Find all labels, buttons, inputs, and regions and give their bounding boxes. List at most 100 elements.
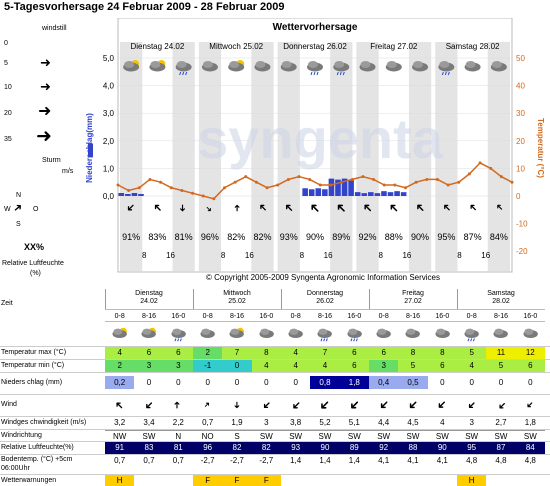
r-warn-cell xyxy=(281,475,310,486)
r-tmax-cell: 6 xyxy=(339,346,369,359)
row-label-humidity: Relative Luftfeuchte(%) xyxy=(1,444,74,451)
rain-bars xyxy=(88,143,407,196)
periods-cell: 16-0 xyxy=(251,309,281,322)
copyright: © Copyright 2005-2009 Syngenta Agronomic… xyxy=(206,273,440,282)
temp-point xyxy=(148,177,152,181)
humidity-value: 93% xyxy=(280,232,298,242)
hour-tick: 16 xyxy=(324,251,333,260)
wind-cell: ➜ xyxy=(164,394,193,416)
r-hum-cell: 90 xyxy=(427,442,457,454)
cloud-top-icon xyxy=(142,328,152,335)
r-dir-cell: NO xyxy=(193,430,223,441)
rain-bar xyxy=(368,192,374,196)
table-weather-icon xyxy=(493,328,509,339)
table-row-tmin: Temperatur min (°C) 2 3 3 -1 0 4 4 4 6 3 5 6 4 5 6 xyxy=(0,359,550,372)
row-divider xyxy=(0,454,550,455)
rain-drop-icon xyxy=(179,71,182,76)
table-day-name: Samstag xyxy=(487,290,515,297)
cloud-rain-icon xyxy=(175,61,192,76)
r-warn-cell: F xyxy=(251,475,281,486)
table-weather-icon xyxy=(523,328,538,339)
r-soil-cell: 4,1 xyxy=(436,456,448,465)
day-separator xyxy=(193,289,194,309)
temp-point xyxy=(191,191,195,195)
temp-point xyxy=(137,186,141,190)
left-tick: 1,0 xyxy=(103,164,115,173)
r-rain-cell: 0 xyxy=(498,378,504,387)
compass-w: W xyxy=(4,206,11,213)
cloud-top-icon xyxy=(289,328,299,335)
wind-arrow-icon: ➜ xyxy=(316,396,335,415)
table-day-name: Dienstag xyxy=(135,290,163,297)
day-bands xyxy=(118,42,512,272)
r-rain-cell: 0 xyxy=(205,378,210,387)
temp-point xyxy=(510,180,514,184)
r-tmax-cell: 11 xyxy=(486,346,516,359)
cloud-top-icon xyxy=(406,328,416,335)
cloud-top-icon xyxy=(436,328,446,335)
r-hum-cell: 81 xyxy=(163,442,193,454)
chart-heading: Wettervorhersage xyxy=(273,22,358,33)
r-hum-cell: 96 xyxy=(193,442,223,454)
day-label: Samstag 28.02 xyxy=(446,42,500,51)
r-soil-cell: -2,7 xyxy=(200,456,215,465)
rain-drop-icon xyxy=(310,71,313,76)
r-speed-cell: 5,1 xyxy=(348,418,360,427)
wind-arrow-icon: ➜ xyxy=(287,397,304,413)
wind-arrow-icon: ➜ xyxy=(345,396,364,415)
r-tmin-cell: 4 xyxy=(310,359,340,372)
r-hum-cell: 82 xyxy=(222,442,252,454)
r-tmax-cell: 5 xyxy=(457,346,487,359)
r-soil-cell: 1,4 xyxy=(319,456,331,465)
legend-windstill: windstill xyxy=(42,25,67,32)
wind-cell: ➜ xyxy=(134,394,163,416)
r-tmax-cell: 2 xyxy=(193,346,223,359)
wind-arrow-icon: ➜ xyxy=(203,204,214,215)
r-tmin-cell: 6 xyxy=(427,359,457,372)
r-dir-cell: N xyxy=(163,430,193,441)
table-row-tmax: Temperatur max (°C) 4 6 6 2 7 8 4 7 6 6 8 8 5 11 12 xyxy=(0,346,550,359)
right-axis-ticks: 0 10 20 30 40 50 -10 -20 xyxy=(516,54,528,256)
cloud-top-icon xyxy=(202,61,213,68)
row-label-tmin: Temperatur min (°C) xyxy=(1,362,65,369)
day-label: Dienstag 24.02 xyxy=(130,42,184,51)
temp-point xyxy=(446,183,450,187)
r-tmax-cell: 6 xyxy=(163,346,193,359)
r-tmin-cell: 2 xyxy=(105,359,135,372)
cloud-top-icon xyxy=(124,61,135,68)
periods-cell: 0-8 xyxy=(105,309,135,322)
r-rain-cell: 0 xyxy=(264,378,269,387)
r-tmin-cell: 3 xyxy=(369,359,399,372)
table-day-header: Mittwoch 25.02 xyxy=(193,290,281,306)
r-dir-cell: S xyxy=(222,430,252,441)
rain-bar xyxy=(315,188,322,196)
arrow-medium-icon: ➜ xyxy=(40,79,51,94)
r-soil-cell: 4,8 xyxy=(495,456,507,465)
night-band xyxy=(487,42,510,272)
wind-arrow-icon: ➜ xyxy=(433,396,451,414)
temp-point xyxy=(361,175,365,179)
r-soil-cell: 0,7 xyxy=(143,456,155,465)
humidity-value: 91% xyxy=(122,232,140,242)
wind-arrow-icon: ➜ xyxy=(172,400,184,410)
rain-drop-icon xyxy=(467,338,470,342)
r-hum-cell: 83 xyxy=(134,442,164,454)
forecast-chart: Wettervorhersage Dienstag 24.02 Mittwoch … xyxy=(80,17,550,290)
cloud-rain-icon xyxy=(438,61,455,76)
table-row-icons xyxy=(0,322,550,346)
rain-bar xyxy=(138,194,144,196)
table-header-days: Zeit Dienstag 24.02 Mittwoch 25.02 Donnersta… xyxy=(0,289,550,309)
wind-cell: ➜ xyxy=(105,394,134,416)
temp-point xyxy=(340,180,344,184)
row-label-soil: Bodentemp. (°C) +5cm 06:00Uhr xyxy=(1,455,72,473)
r-dir-cell: SW xyxy=(281,430,311,441)
table-row-soil: Bodentemp. (°C) +5cm 06:00Uhr 0,7 0,7 0,7 -2… xyxy=(0,455,550,473)
rain-bar xyxy=(341,178,348,196)
r-tmin-cell: 3 xyxy=(134,359,164,372)
page-title: 5-Tagesvorhersage 24 Februar 2009 - 28 F… xyxy=(4,1,285,13)
periods-cell: 8-16 xyxy=(398,309,428,322)
rain-bar xyxy=(394,191,400,196)
hour-tick: 8 xyxy=(300,251,305,260)
rain-bar xyxy=(118,193,125,196)
wind-cell: ➜ xyxy=(252,394,281,416)
